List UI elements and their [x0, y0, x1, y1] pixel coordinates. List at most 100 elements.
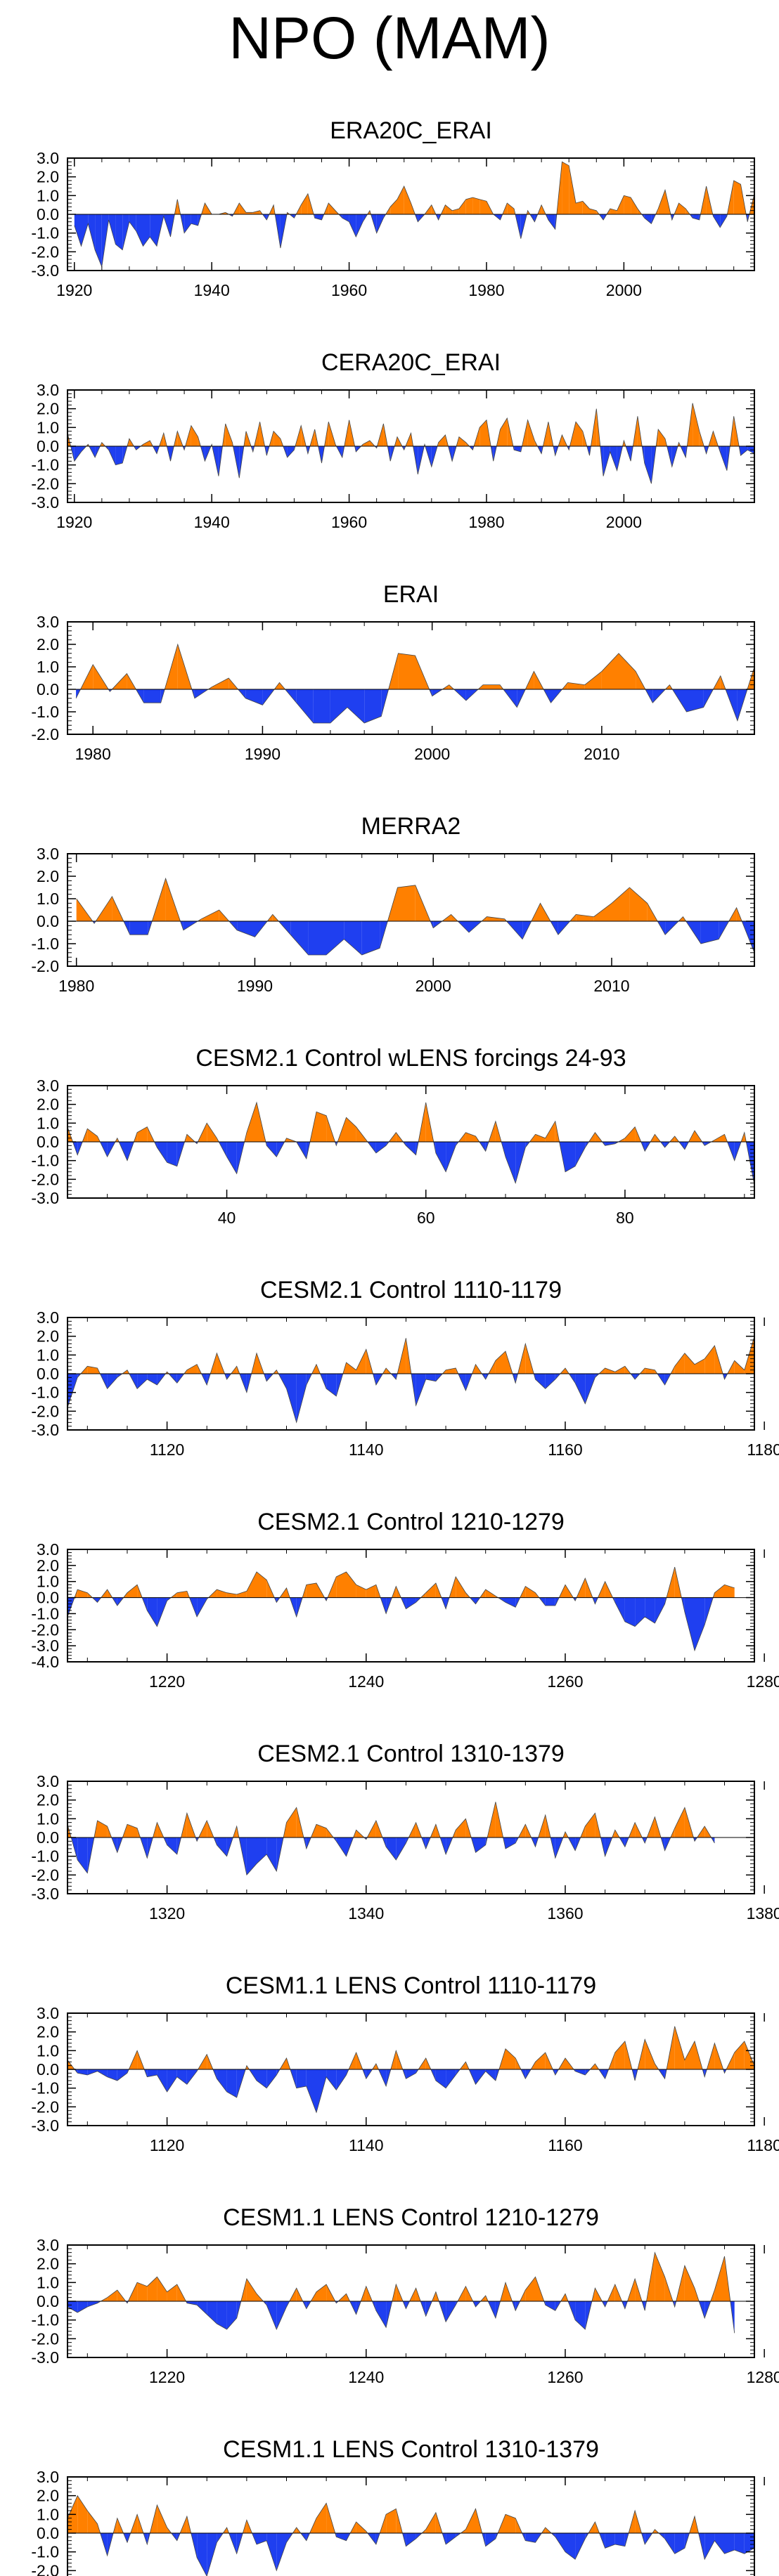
x-tick-label: 1940 — [194, 281, 230, 299]
negative-area — [67, 2301, 78, 2312]
positive-area — [507, 203, 515, 214]
y-tick-label: -3.0 — [31, 2348, 59, 2367]
negative-area — [74, 214, 82, 247]
negative-area — [565, 2533, 576, 2560]
negative-area — [147, 1374, 157, 1385]
positive-area — [458, 199, 466, 214]
series-line — [67, 2026, 755, 2114]
y-tick-label: 3.0 — [37, 1076, 59, 1095]
negative-area — [306, 2069, 316, 2113]
negative-area — [81, 214, 89, 247]
negative-area — [108, 446, 116, 465]
negative-area — [605, 1142, 615, 1146]
positive-area — [246, 1102, 257, 1142]
negative-area — [276, 2301, 287, 2329]
y-tick-label: 3.0 — [37, 2468, 59, 2486]
positive-area — [207, 1123, 217, 1142]
y-tick-label: 0.0 — [37, 2524, 59, 2542]
positive-area — [734, 2041, 745, 2069]
negative-area — [475, 2069, 486, 2085]
negative-area — [237, 921, 255, 937]
x-tick-label: 1960 — [331, 281, 367, 299]
negative-area — [406, 1142, 416, 1155]
negative-area — [386, 1837, 397, 1860]
negative-area — [714, 2533, 725, 2554]
negative-area — [435, 1142, 446, 1172]
chart-panel-1: CERA20C_ERAI 3.02.01.00.0-1.0-2.0-3.01920… — [31, 349, 755, 531]
positive-area — [316, 2503, 327, 2533]
negative-area — [704, 2533, 715, 2560]
x-tick-label: 1940 — [194, 513, 230, 531]
negative-area — [296, 689, 314, 723]
negative-area — [286, 1374, 297, 1423]
y-tick-label: 0.0 — [37, 1828, 59, 1847]
positive-area — [479, 419, 487, 446]
y-tick-label: -2.0 — [31, 474, 59, 493]
x-tick-label: 1980 — [58, 977, 94, 995]
x-tick-label: 1960 — [331, 513, 367, 531]
negative-area — [545, 1597, 555, 1606]
x-tick-label: 1360 — [547, 1904, 583, 1923]
negative-area — [506, 1142, 516, 1183]
negative-area — [514, 446, 521, 452]
negative-area — [720, 446, 727, 471]
positive-area — [177, 644, 192, 689]
negative-area — [191, 214, 198, 226]
y-tick-label: 0.0 — [37, 437, 59, 455]
negative-area — [535, 1374, 546, 1389]
y-tick-label: 1.0 — [37, 2041, 59, 2060]
negative-area — [115, 214, 123, 250]
positive-area — [316, 2284, 327, 2301]
negative-area — [245, 689, 263, 705]
negative-area — [575, 2069, 586, 2075]
positive-area — [176, 1591, 187, 1598]
negative-area — [266, 2301, 277, 2329]
negative-area — [406, 2069, 416, 2079]
y-tick-label: -2.0 — [31, 725, 59, 743]
positive-area — [191, 425, 198, 446]
y-tick-label: -3.0 — [31, 1421, 59, 1439]
y-tick-label: -1.0 — [31, 703, 59, 721]
positive-area — [619, 653, 636, 689]
positive-area — [569, 165, 576, 214]
negative-area — [344, 921, 362, 955]
y-tick-label: 3.0 — [37, 1772, 59, 1790]
positive-area — [695, 1358, 705, 1374]
y-tick-label: -1.0 — [31, 935, 59, 953]
negative-area — [77, 2301, 88, 2312]
y-tick-label: -3.0 — [31, 493, 59, 512]
y-tick-label: -2.0 — [31, 1866, 59, 1884]
negative-area — [485, 2533, 496, 2546]
positive-area — [684, 2041, 695, 2069]
positive-area — [525, 2277, 536, 2301]
negative-area — [186, 2069, 198, 2085]
chart-panel-3: MERRA2 3.0 2.0 1.0 0.0 -1.0 -2.0 1980 1990 2000 20… — [31, 813, 755, 995]
x-tick-label: 1920 — [56, 281, 92, 299]
positive-area — [157, 2505, 167, 2533]
positive-area — [346, 1117, 356, 1142]
y-tick-label: 0.0 — [37, 680, 59, 698]
y-tick-label: 2.0 — [37, 1791, 59, 1809]
negative-area — [565, 1142, 576, 1172]
negative-area — [342, 214, 349, 222]
chart-title: CESM1.1 LENS Control 1110-1179 — [226, 1972, 596, 1999]
negative-area — [147, 1597, 157, 1627]
positive-area — [576, 422, 583, 446]
negative-area — [266, 1142, 277, 1157]
negative-area — [226, 2069, 237, 2097]
x-tick-label: 1160 — [548, 2136, 582, 2154]
figure-title: NPO (MAM) — [228, 5, 551, 71]
x-tick-label: 1920 — [56, 513, 92, 531]
y-tick-label: -1.0 — [31, 456, 59, 474]
negative-area — [635, 1597, 645, 1627]
y-tick-label: -2.0 — [31, 1620, 59, 1639]
positive-area — [445, 204, 453, 214]
y-tick-label: -1.0 — [31, 1847, 59, 1866]
y-tick-label: 1.0 — [37, 1114, 59, 1132]
positive-area — [246, 1572, 257, 1598]
negative-area — [246, 1837, 257, 1875]
positive-area — [624, 1126, 636, 1142]
negative-area — [87, 2301, 98, 2307]
positive-area — [356, 1349, 366, 1374]
positive-area — [684, 2265, 695, 2301]
